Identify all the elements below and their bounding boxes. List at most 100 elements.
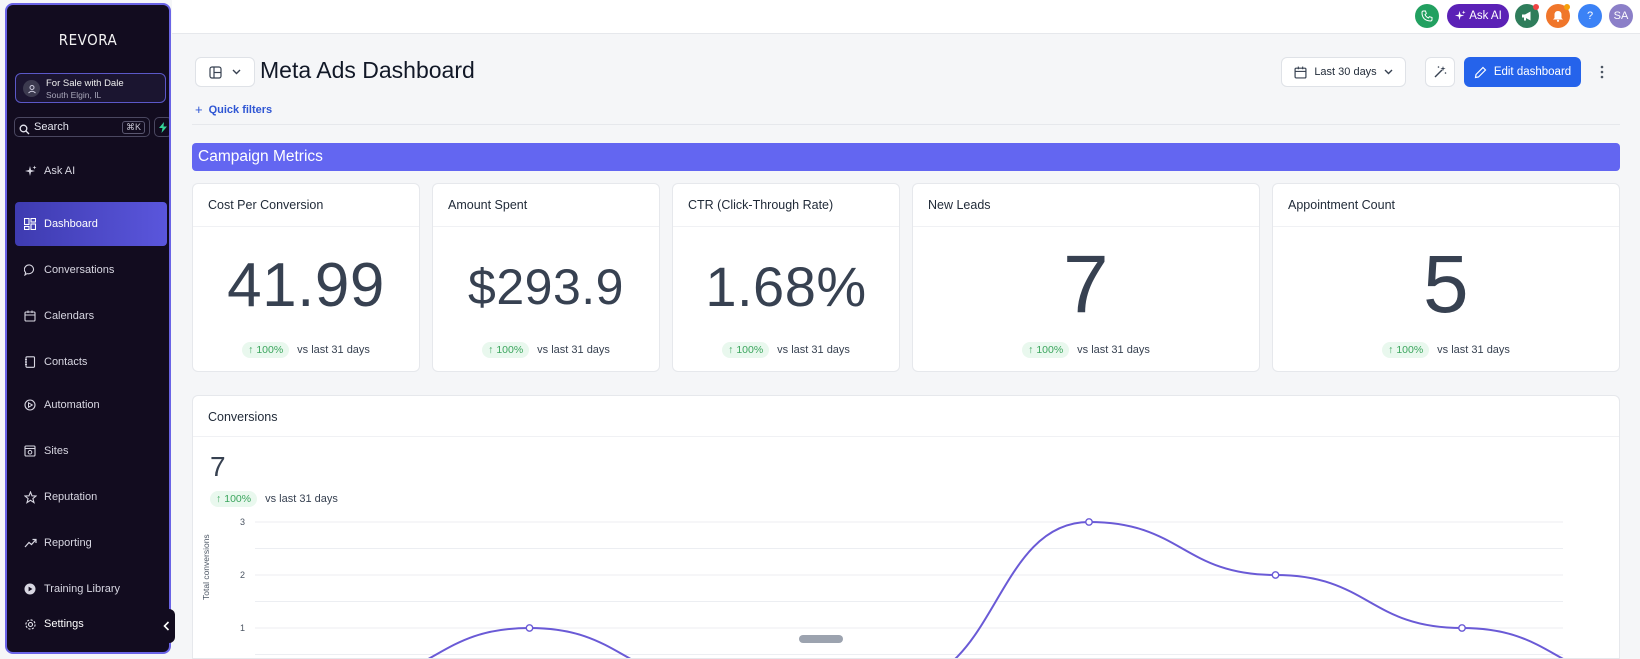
trend-icon [23,536,37,550]
y-tick-label: 2 [240,570,245,580]
compare-label: vs last 31 days [297,344,370,356]
sidebar-item-label: Reporting [44,537,92,549]
conversions-chart-card: Conversions 7 ↑ 100% vs last 31 days Tota… [192,395,1620,659]
change-value: 100% [1036,344,1064,356]
data-point[interactable] [525,624,534,632]
metric-title: CTR (Click-Through Rate) [688,198,834,212]
sidebar-item-label: Contacts [44,356,88,368]
sidebar-item-calendars[interactable]: Calendars [15,294,167,338]
y-tick-label: 1 [240,623,245,633]
page-title: Meta Ads Dashboard [260,57,475,83]
change-value: 100% [1396,344,1424,356]
sidebar-item-label: Dashboard [44,218,98,230]
sidebar-item-conversations[interactable]: Conversations [15,248,167,292]
account-location: South Elgin, IL [46,90,102,100]
sidebar-item-training-library[interactable]: Training Library [15,567,167,611]
change-badge: ↑ 100% [242,342,290,358]
sidebar-item-sites[interactable]: Sites [15,429,167,473]
change-value: 100% [496,344,524,356]
metric-card-appointment-count[interactable]: Appointment Count 5 ↑ 100% vs last 31 day… [1272,183,1620,372]
app-logo[interactable]: REVORA [58,31,118,49]
metric-comparison: ↑ 100% vs last 31 days [913,342,1259,358]
top-bar [172,0,1640,34]
phone-icon [1421,10,1433,22]
chat-icon [23,263,37,277]
compare-label: vs last 31 days [537,344,610,356]
arrow-up-icon: ↑ [248,344,254,356]
quick-action-button[interactable] [154,117,169,137]
sidebar-item-reporting[interactable]: Reporting [15,521,167,565]
sidebar-search[interactable]: Search ⌘K [14,117,150,137]
card-divider [433,226,659,227]
metric-title: New Leads [928,198,991,212]
pencil-icon [1474,66,1487,78]
avatar-initials: SA [1613,10,1629,22]
search-icon [19,122,30,140]
magic-wand-button[interactable] [1425,57,1455,87]
metric-comparison: ↑ 100% vs last 31 days [673,342,899,358]
help-button[interactable]: ? [1578,4,1602,28]
sidebar-item-automation[interactable]: Automation [15,383,167,427]
chevron-left-icon [163,621,170,631]
ask-ai-button[interactable]: Ask AI [1447,4,1509,28]
sidebar-item-reputation[interactable]: Reputation [15,475,167,519]
collapse-sidebar-button[interactable] [158,609,175,643]
data-point[interactable] [1085,518,1093,526]
header-divider [192,124,1620,125]
phone-button[interactable] [1415,4,1439,28]
account-switcher[interactable]: For Sale with Dale South Elgin, IL [15,73,166,103]
compare-label: vs last 31 days [265,493,338,505]
ask-ai-label: Ask AI [1469,10,1502,22]
sidebar: REVORA For Sale with Dale South Elgin, I… [5,3,171,654]
edit-dashboard-button[interactable]: Edit dashboard [1464,57,1581,87]
more-options-button[interactable] [1593,62,1611,82]
change-badge: ↑ 100% [210,491,258,507]
metric-comparison: ↑ 100% vs last 31 days [433,342,659,358]
user-avatar[interactable]: SA [1609,4,1633,28]
date-range-select[interactable]: Last 30 days [1281,57,1406,87]
data-point[interactable] [1271,571,1280,579]
arrow-up-icon: ↑ [1028,344,1034,356]
conversions-comparison: ↑ 100% vs last 31 days [210,491,338,507]
arrow-up-icon: ↑ [216,493,222,505]
account-name: For Sale with Dale [46,78,124,89]
megaphone-icon [1522,11,1531,21]
sidebar-item-label: Ask AI [44,165,76,177]
help-icon: ? [1586,10,1594,22]
data-point[interactable] [1458,624,1466,632]
sidebar-item-dashboard[interactable]: Dashboard [15,202,167,246]
metric-card-amount-spent[interactable]: Amount Spent $293.9 ↑ 100% vs last 31 day… [432,183,660,372]
change-badge: ↑ 100% [1382,342,1430,358]
metric-card-cost-per-conversion[interactable]: Cost Per Conversion 41.99 ↑ 100% vs last … [192,183,420,372]
metric-card-new-leads[interactable]: New Leads 7 ↑ 100% vs last 31 days [912,183,1260,372]
sidebar-item-label: Reputation [44,491,98,503]
dashboard-icon [23,217,37,231]
gear-icon [23,617,37,631]
series-line [427,520,1564,658]
star-icon [23,490,37,504]
sidebar-item-label: Automation [44,399,100,411]
metric-title: Amount Spent [448,198,528,212]
sidebar-item-label: Sites [44,445,69,457]
y-tick-label: 3 [240,517,245,527]
metric-title: Appointment Count [1288,198,1396,212]
sidebar-item-contacts[interactable]: Contacts [15,340,167,384]
notification-dot [1533,4,1539,10]
edit-dashboard-label: Edit dashboard [1493,66,1572,78]
sidebar-item-settings[interactable]: Settings [15,602,167,646]
sidebar-item-ask-ai[interactable]: Ask AI [15,149,167,193]
change-value: 100% [736,344,764,356]
arrow-up-icon: ↑ [728,344,734,356]
quick-filters-label: Quick filters [208,103,273,116]
quick-filters-button[interactable]: + Quick filters [195,102,272,117]
scroll-handle[interactable] [799,635,843,643]
notification-dot [1564,4,1570,10]
play-icon [23,582,37,596]
metric-comparison: ↑ 100% vs last 31 days [1273,342,1619,358]
date-range-label: Last 30 days [1314,66,1377,78]
metric-card-ctr[interactable]: CTR (Click-Through Rate) 1.68% ↑ 100% vs … [672,183,900,372]
sidebar-item-label: Conversations [44,264,115,276]
metric-value: 7 [1062,239,1110,330]
card-divider [1273,226,1619,227]
layout-toggle-button[interactable] [195,57,255,87]
